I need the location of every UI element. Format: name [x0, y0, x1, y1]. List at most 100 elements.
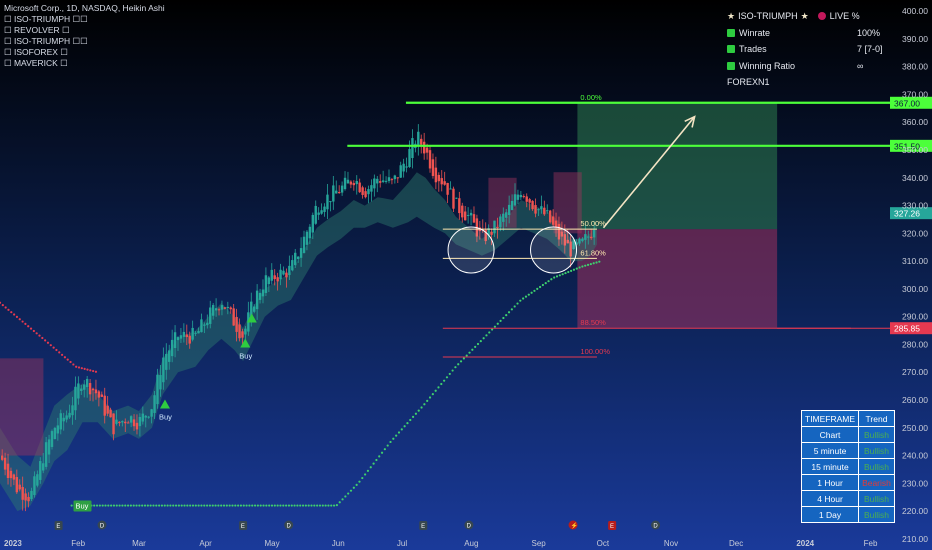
trail-stop-dot-bull: [516, 302, 519, 305]
resistance-tag: [890, 96, 932, 109]
trail-stop-dot-bull: [214, 504, 217, 507]
fib-label: 88.50%: [580, 318, 606, 327]
trail-stop-dot-bear: [89, 369, 92, 372]
target-zone: [577, 102, 778, 230]
candle-body: [27, 496, 30, 502]
trail-stop-dot-bull: [115, 504, 118, 507]
trail-stop-dot-bull: [330, 504, 333, 507]
trail-stop-dot-bull: [163, 504, 166, 507]
candle-body: [379, 181, 382, 183]
trail-stop-dot-bull: [301, 504, 305, 507]
trail-stop-dot-bull: [169, 504, 172, 507]
trail-stop-dot-bull: [482, 337, 485, 340]
trail-stop-dot-bull: [417, 409, 420, 412]
candle-body: [587, 236, 590, 238]
trail-stop-dot-bull: [129, 504, 132, 507]
x-tick-label: 2024: [796, 539, 814, 548]
dividend-icon: [97, 520, 107, 530]
trail-stop-dot-bull: [375, 458, 378, 462]
trail-stop-dot-bull: [493, 325, 497, 328]
indicator-4[interactable]: ☐ ISOFOREX ☐: [4, 47, 68, 57]
earnings-marker-label: E: [610, 524, 614, 530]
candle-body: [235, 316, 238, 332]
candle-body: [226, 306, 230, 309]
candle-body: [126, 422, 130, 424]
dividend-marker-label: D: [287, 524, 292, 530]
trail-stop-dot-bull: [149, 504, 152, 507]
indicator-5[interactable]: ☐ MAVERICK ☐: [4, 58, 68, 68]
trail-stop-dot-bull: [428, 396, 432, 399]
candle-body: [519, 194, 523, 198]
candle-body: [402, 163, 405, 172]
chart-title[interactable]: Microsoft Corp., 1D, NASDAQ, Heikin Ashi: [4, 3, 165, 13]
candle-body: [323, 206, 326, 212]
candle-body: [267, 277, 271, 285]
candle-body: [141, 413, 145, 422]
trail-stop-dot-bull: [598, 260, 601, 263]
trail-stop-dot-bull: [276, 504, 279, 507]
earnings-marker-label: E: [421, 524, 425, 530]
timeframe-table: TIMEFRAME Trend Chart Bullish 5 minute Bul…: [800, 410, 895, 523]
candle-body: [584, 234, 587, 240]
stats-header: ★ ISO-TRIUMPH ★ LIVE %: [727, 8, 897, 25]
y-tick-label: 250.00: [902, 423, 928, 433]
trail-stop-dot-bull: [524, 295, 528, 298]
trail-stop-dot-bull: [310, 504, 313, 507]
trail-stop-dot-bull: [558, 274, 561, 277]
trail-stop-dot-bull: [174, 504, 178, 507]
y-tick-label: 230.00: [902, 478, 928, 488]
trail-stop-dot-bull: [513, 305, 516, 308]
trail-stop-dot-bull: [564, 271, 567, 275]
candle-body: [291, 260, 294, 271]
stats-label: Winning Ratio: [739, 60, 796, 71]
indicator-2[interactable]: ☐ REVOLVER ☐: [4, 25, 70, 35]
candle-body: [176, 337, 180, 341]
trail-stop-dot-bull: [471, 348, 474, 351]
trail-stop-dot-bear: [66, 358, 69, 361]
y-tick-label: 210.00: [902, 534, 928, 544]
trail-stop-dot-bull: [431, 393, 434, 396]
candle-body: [68, 412, 71, 418]
candle-body: [162, 357, 165, 383]
earnings-icon: [54, 521, 63, 530]
y-tick-label: 340.00: [902, 173, 928, 183]
stats-value: 100%: [857, 27, 881, 38]
trail-stop-dot-bull: [522, 297, 525, 300]
trail-stop-dot-bull: [397, 431, 401, 434]
trail-stop-dot-bull: [485, 334, 488, 337]
x-tick-label: 2023: [4, 539, 22, 548]
candle-body: [88, 383, 92, 395]
candle-body: [255, 290, 259, 310]
candle-body: [376, 178, 379, 184]
star-icon: ★: [727, 10, 736, 21]
candle-body: [53, 427, 57, 440]
green-square-icon: [727, 61, 735, 70]
trail-stop-dot-bull: [172, 504, 175, 507]
candle-body: [18, 484, 21, 490]
indicator-3[interactable]: ☐ ISO-TRIUMPH ☐☐: [4, 36, 88, 46]
candle-body: [425, 147, 429, 153]
candle-body: [209, 307, 212, 324]
candle-body: [182, 331, 186, 337]
table-row: Chart Bullish: [800, 426, 895, 443]
candle-body: [3, 457, 7, 470]
candle-body: [417, 131, 420, 146]
y-tick-label: 390.00: [902, 34, 928, 44]
candle-body: [185, 334, 188, 338]
candle-body: [317, 212, 320, 215]
trail-stop-dot-bull: [327, 504, 330, 507]
stats-footer: FOREXN1: [727, 77, 770, 88]
x-tick-label: Feb: [71, 539, 85, 548]
trail-stop-dot-bull: [186, 504, 189, 507]
candle-body: [405, 166, 408, 168]
candle-body: [358, 182, 361, 193]
y-tick-label: 320.00: [902, 228, 928, 238]
trail-stop-dot-bull: [567, 270, 570, 274]
trail-stop-dot-bear: [41, 336, 44, 340]
dividend-icon: [284, 520, 294, 530]
candle-body: [557, 223, 561, 240]
indicator-1[interactable]: ☐ ISO-TRIUMPH ☐☐: [4, 14, 88, 24]
trail-stop-dot-bull: [208, 504, 212, 507]
